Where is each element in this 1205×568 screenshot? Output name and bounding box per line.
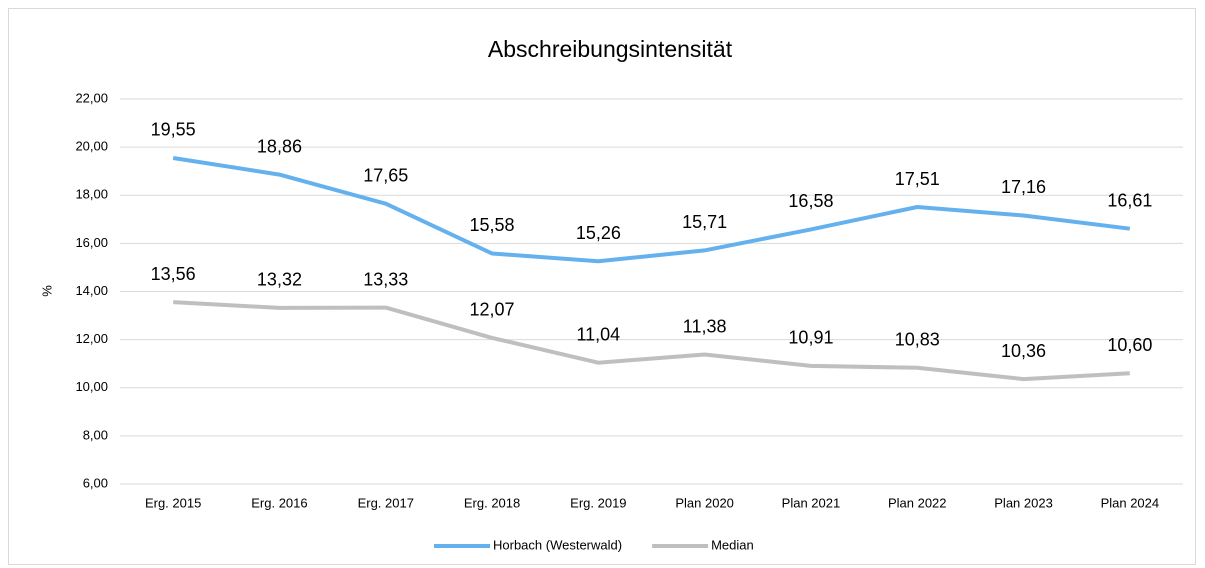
x-tick-label: Erg. 2016 (251, 495, 307, 510)
data-label: 18,86 (257, 136, 302, 156)
y-tick-label: 6,00 (83, 475, 108, 490)
data-label: 10,91 (788, 328, 833, 348)
y-tick-label: 12,00 (75, 331, 108, 346)
chart-frame (8, 8, 1196, 565)
data-label: 15,26 (576, 223, 621, 243)
x-tick-label: Erg. 2019 (570, 495, 626, 510)
data-label: 13,33 (363, 269, 408, 289)
data-label: 13,32 (257, 270, 302, 290)
x-tick-label: Erg. 2018 (464, 495, 520, 510)
y-tick-label: 10,00 (75, 379, 108, 394)
data-label: 13,56 (151, 264, 196, 284)
x-tick-label: Plan 2024 (1101, 495, 1160, 510)
chart-title: Abschreibungsintensität (488, 36, 733, 62)
data-label: 15,71 (682, 212, 727, 232)
data-label: 15,58 (470, 215, 515, 235)
y-axis-label: % (39, 285, 54, 297)
y-tick-label: 20,00 (75, 139, 108, 154)
data-label: 10,83 (895, 330, 940, 350)
data-label: 10,36 (1001, 341, 1046, 361)
x-tick-label: Plan 2020 (675, 495, 734, 510)
legend-label: Horbach (Westerwald) (493, 537, 622, 552)
y-tick-label: 8,00 (83, 427, 108, 442)
x-tick-label: Erg. 2015 (145, 495, 201, 510)
data-label: 17,16 (1001, 177, 1046, 197)
data-label: 11,38 (683, 316, 727, 336)
y-tick-label: 18,00 (75, 187, 108, 202)
data-label: 16,58 (788, 191, 833, 211)
y-tick-label: 22,00 (75, 90, 108, 105)
y-tick-label: 14,00 (75, 283, 108, 298)
data-label: 10,60 (1107, 335, 1152, 355)
data-label: 11,04 (576, 324, 620, 344)
data-label: 12,07 (470, 300, 515, 320)
y-tick-label: 16,00 (75, 235, 108, 250)
legend-label: Median (711, 537, 754, 552)
x-tick-label: Plan 2021 (782, 495, 841, 510)
x-tick-label: Plan 2023 (994, 495, 1053, 510)
data-label: 19,55 (151, 120, 196, 140)
series-line (173, 300, 1130, 382)
data-label: 17,65 (363, 165, 408, 185)
series-line (172, 156, 1131, 264)
data-label: 16,61 (1107, 190, 1152, 210)
data-label: 17,51 (895, 169, 940, 189)
x-tick-label: Plan 2022 (888, 495, 947, 510)
x-tick-label: Erg. 2017 (358, 495, 414, 510)
